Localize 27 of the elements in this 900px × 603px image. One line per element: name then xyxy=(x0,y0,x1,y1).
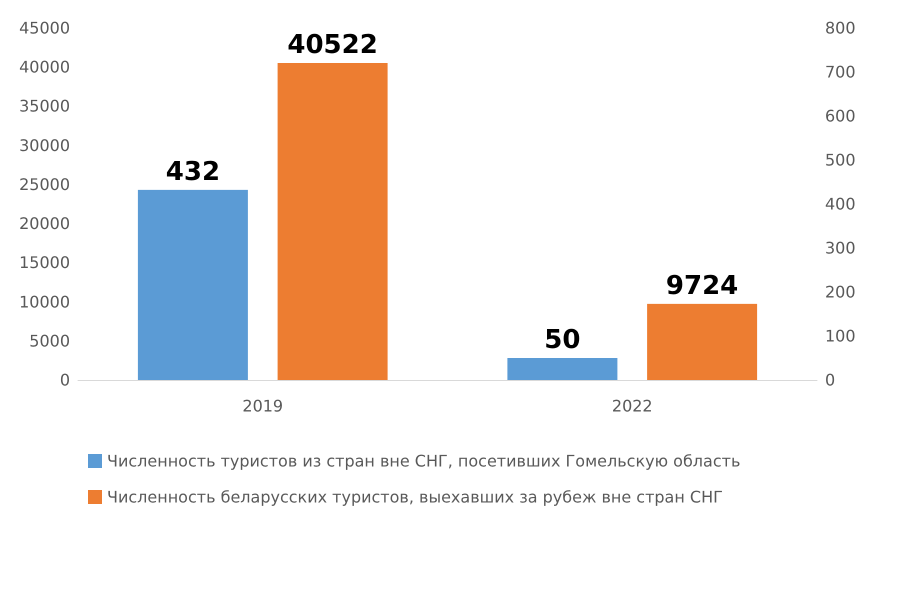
data-label: 9724 xyxy=(666,270,738,301)
x-tick-label: 2022 xyxy=(612,396,653,416)
y2-tick-label: 0 xyxy=(825,370,836,390)
y2-tick-label: 800 xyxy=(825,18,856,38)
y-tick-label: 10000 xyxy=(19,292,70,312)
data-label: 432 xyxy=(166,156,220,187)
y-tick-label: 45000 xyxy=(19,18,70,38)
data-label: 40522 xyxy=(287,30,378,60)
y2-tick-label: 200 xyxy=(825,282,856,302)
y-tick-label: 15000 xyxy=(19,253,70,272)
y2-tick-label: 500 xyxy=(825,150,856,170)
y2-tick-label: 700 xyxy=(825,62,856,82)
y-tick-label: 25000 xyxy=(19,174,70,194)
x-tick-label: 2019 xyxy=(242,396,284,416)
y-tick-label: 30000 xyxy=(19,136,70,155)
y-tick-label: 40000 xyxy=(19,58,70,77)
y-tick-label: 0 xyxy=(60,370,70,390)
y2-tick-label: 400 xyxy=(825,194,856,214)
legend-label: Численность беларусских туристов, выехавших за рубеж вне стран СНГ xyxy=(107,488,723,506)
y-tick-label: 5000 xyxy=(29,331,70,350)
y-tick-label: 20000 xyxy=(19,214,70,234)
y2-tick-label: 300 xyxy=(825,238,856,258)
y2-tick-label: 100 xyxy=(825,326,856,346)
y2-tick-label: 600 xyxy=(825,106,856,126)
legend-label: Численность туристов из стран вне СНГ, посетивших Гомельскую область xyxy=(107,452,740,470)
y-tick-label: 35000 xyxy=(19,96,70,116)
data-label: 50 xyxy=(544,325,580,355)
